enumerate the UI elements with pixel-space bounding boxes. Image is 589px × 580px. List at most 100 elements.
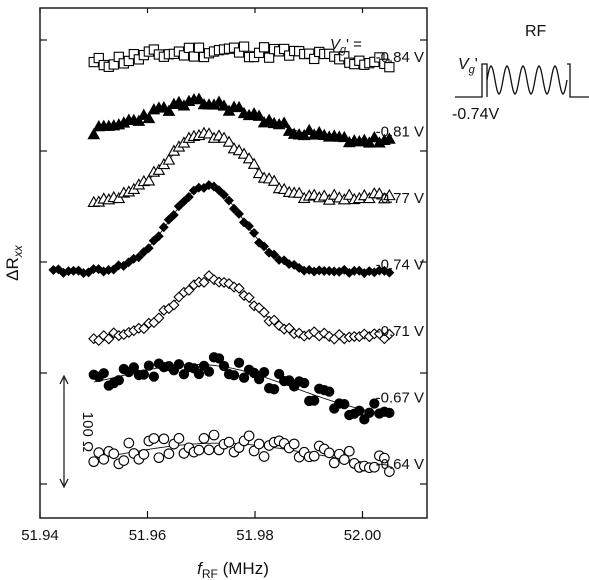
data-point — [133, 252, 144, 263]
data-point — [103, 333, 115, 345]
voltage-header: Vg' = — [330, 36, 362, 56]
data-point — [188, 51, 200, 62]
series-points — [87, 126, 396, 208]
data-point — [222, 135, 236, 147]
data-point — [223, 195, 234, 206]
data-point — [228, 370, 240, 381]
data-point — [369, 398, 380, 409]
data-point — [152, 163, 166, 175]
data-point — [288, 438, 300, 450]
data-point — [364, 407, 375, 418]
data-point — [342, 188, 356, 200]
data-point — [108, 327, 120, 339]
data-point — [269, 249, 280, 260]
series-points — [48, 180, 395, 279]
data-point — [343, 445, 355, 457]
data-point — [373, 187, 386, 199]
data-point — [368, 131, 381, 143]
data-point — [384, 267, 395, 278]
data-point — [193, 42, 205, 53]
data-point — [242, 152, 256, 164]
data-point — [268, 314, 280, 326]
data-point — [87, 127, 101, 140]
data-point — [173, 432, 185, 444]
data-point — [148, 235, 159, 246]
data-point — [153, 312, 165, 324]
series-label: -0.74 V — [376, 257, 424, 274]
data-point — [183, 284, 195, 296]
data-point — [108, 264, 119, 275]
data-point — [153, 231, 164, 242]
data-point — [143, 243, 154, 254]
data-point — [384, 466, 395, 477]
data-point — [203, 444, 215, 456]
data-point — [383, 132, 396, 144]
data-point — [223, 278, 235, 290]
data-point — [249, 227, 259, 238]
series-labels: -0.84 V -0.81 V -0.77 V -0.74 V -0.71 V -0.67… — [376, 49, 424, 473]
data-point — [98, 453, 110, 465]
data-point — [384, 62, 395, 73]
series-label: -0.64 V — [376, 456, 424, 473]
data-point — [323, 447, 335, 459]
series-points — [88, 41, 395, 73]
data-point — [93, 264, 104, 275]
series-points — [88, 270, 395, 347]
data-point — [183, 192, 194, 202]
data-point — [263, 52, 275, 63]
inset-rf-label: RF — [525, 23, 547, 40]
data-point — [268, 384, 280, 395]
data-point — [309, 395, 320, 406]
series-label: -0.67 V — [376, 390, 424, 407]
data-point — [163, 448, 175, 460]
data-point — [252, 166, 266, 179]
x-tick-label: 51.96 — [129, 527, 167, 544]
data-point — [277, 116, 291, 128]
data-point — [162, 104, 176, 116]
series-points — [88, 429, 395, 477]
data-point — [252, 109, 266, 121]
data-point — [358, 328, 370, 340]
data-point — [379, 452, 390, 464]
x-tick-labels: 51.94 51.96 51.98 52.00 — [21, 527, 381, 544]
data-point — [267, 174, 281, 186]
data-point — [292, 186, 306, 198]
data-point — [143, 360, 155, 371]
data-point — [258, 306, 270, 318]
data-point — [243, 291, 255, 304]
scale-bar-label: 100 Ω — [79, 412, 96, 452]
data-point — [223, 436, 235, 448]
data-point — [232, 100, 246, 113]
data-point — [383, 188, 396, 201]
data-point — [162, 153, 176, 165]
data-point — [328, 457, 340, 469]
data-point — [173, 201, 184, 212]
data-point — [237, 147, 251, 159]
data-point — [233, 208, 244, 219]
data-point — [217, 99, 231, 111]
data-point — [213, 353, 225, 364]
series-points — [87, 92, 396, 148]
data-point — [253, 373, 265, 385]
data-point — [108, 448, 120, 460]
data-point — [168, 210, 179, 221]
x-tick-label: 51.94 — [21, 527, 59, 544]
data-point — [308, 326, 320, 338]
data-point — [158, 433, 170, 445]
data-point — [323, 330, 335, 342]
x-axis-label: fRF (MHz) — [197, 559, 269, 580]
data-point — [213, 185, 224, 196]
data-point — [258, 42, 270, 53]
data-point — [118, 455, 130, 466]
data-point — [138, 369, 150, 380]
data-point — [244, 221, 254, 232]
data-point — [259, 241, 270, 252]
scale-bar: 100 Ω — [59, 374, 96, 489]
rf-burst — [486, 65, 568, 95]
pulse-waveform — [455, 63, 488, 98]
series-label: -0.84 V — [376, 49, 424, 66]
data-point — [228, 203, 239, 214]
data-point — [148, 371, 160, 382]
data-point — [302, 123, 316, 136]
